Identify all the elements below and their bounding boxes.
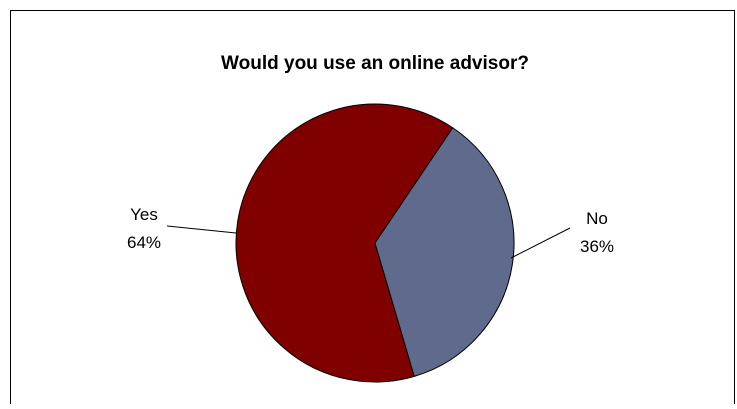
slice-yes (235, 103, 454, 383)
leader-line-no (510, 227, 571, 259)
slice-label-yes-category: Yes (130, 205, 158, 224)
pie-slices (235, 103, 515, 383)
slice-no (374, 127, 515, 377)
leader-lines (166, 225, 571, 259)
slice-label-yes-value: 64% (127, 233, 161, 252)
chart-area-border (10, 10, 735, 404)
slice-label-no-value: 36% (580, 237, 614, 256)
slice-label-no-category: No (586, 209, 608, 228)
chart-title: Would you use an online advisor? (221, 53, 529, 74)
leader-line-yes (166, 225, 237, 234)
